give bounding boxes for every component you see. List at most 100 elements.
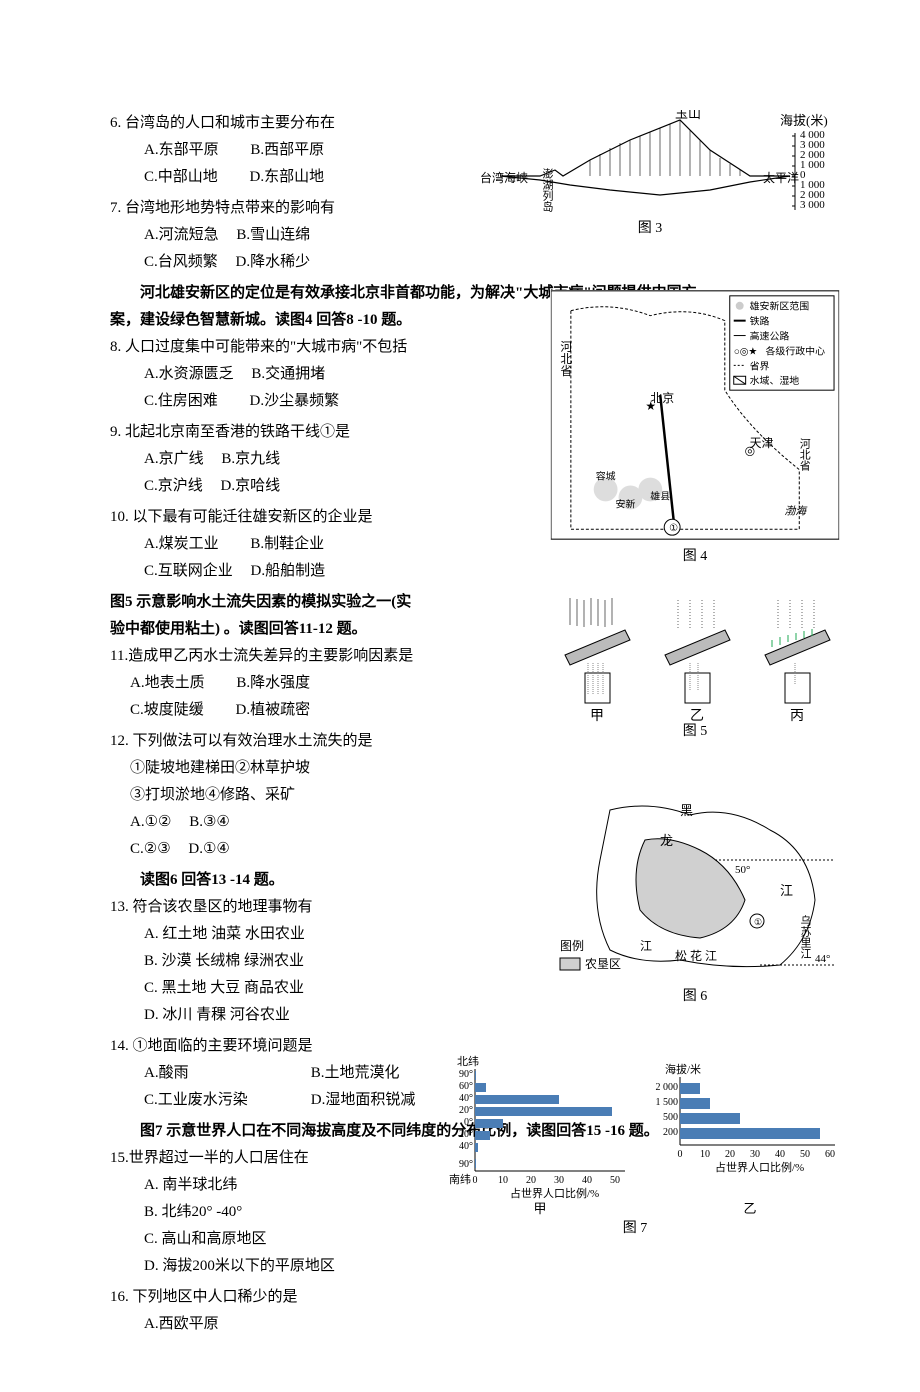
svg-text:30: 30 [750, 1149, 760, 1160]
svg-text:容城: 容城 [596, 470, 616, 483]
svg-text:3 000: 3 000 [800, 199, 825, 211]
svg-text:10: 10 [700, 1149, 710, 1160]
svg-text:50°: 50° [735, 864, 750, 876]
svg-text:500: 500 [663, 1112, 678, 1123]
svg-text:丙: 丙 [790, 709, 804, 724]
svg-text:30: 30 [554, 1175, 564, 1186]
svg-text:图 5: 图 5 [683, 724, 708, 739]
svg-text:40°: 40° [459, 1141, 473, 1152]
q12-num: 12. [110, 733, 129, 749]
q6-opt-b: B.西部平原 [250, 137, 324, 164]
q10-opt-a: A.煤炭工业 [144, 531, 219, 558]
svg-text:0: 0 [473, 1175, 478, 1186]
svg-text:90°: 90° [459, 1159, 473, 1170]
q14-stem: ①地面临的主要环境问题是 [133, 1038, 313, 1054]
q15-opt-d: D. 海拔200米以下的平原地区 [110, 1253, 450, 1280]
svg-text:图 3: 图 3 [638, 221, 663, 236]
q8-opt-c: C.住房困难 [144, 388, 218, 415]
question-15: 15.世界超过一半的人口居住在 A. 南半球北纬 B. 北纬20° -40° C… [110, 1145, 450, 1280]
q15-stem: 世界超过一半的人口居住在 [129, 1150, 309, 1166]
svg-text:占世界人口比例/%: 占世界人口比例/% [510, 1186, 599, 1200]
exam-page: 海拔(米) 4 0003 000 2 0001 000 01 000 2 000… [110, 110, 820, 1338]
q12-opt-a: A.①② [130, 809, 171, 836]
q6-opt-a: A.东部平原 [144, 137, 219, 164]
svg-text:高速公路: 高速公路 [750, 330, 790, 343]
svg-text:龙: 龙 [660, 833, 673, 848]
figure-3: 海拔(米) 4 0003 000 2 0001 000 01 000 2 000… [480, 110, 840, 240]
svg-text:图例: 图例 [560, 939, 584, 953]
question-11: 11.造成甲乙丙水士流失差异的主要影响因素是 A.地表土质 B.降水强度 C.坡… [110, 643, 510, 724]
question-9: 9. 北起北京南至香港的铁路干线①是 A.京广线 B.京九线 C.京沪线 D.京… [110, 419, 510, 500]
q7-opt-b: B.雪山连绵 [236, 222, 310, 249]
svg-text:玉山: 玉山 [675, 110, 701, 121]
q9-opt-b: B.京九线 [221, 446, 280, 473]
q7-opt-a: A.河流短急 [144, 222, 219, 249]
svg-text:40: 40 [582, 1175, 592, 1186]
fig7-altitude-chart: 海拔/米 2 0001 500 500200 01020 30405060 [656, 1062, 836, 1216]
svg-text:占世界人口比例/%: 占世界人口比例/% [715, 1160, 804, 1174]
q6-opt-c: C.中部山地 [144, 164, 218, 191]
q9-opt-a: A.京广线 [144, 446, 204, 473]
q12-sub1: ①陡坡地建梯田②林草护坡 [110, 755, 510, 782]
fig3-altitude-label: 海拔(米) [780, 113, 828, 128]
q10-opt-b: B.制鞋企业 [250, 531, 324, 558]
q10-opt-c: C.互联网企业 [144, 558, 233, 585]
svg-text:乌苏里江: 乌苏里江 [799, 914, 812, 959]
q6-opt-d: D.东部山地 [250, 164, 325, 191]
question-16: 16. 下列地区中人口稀少的是 A.西欧平原 [110, 1284, 450, 1338]
q7-opt-c: C.台风频繁 [144, 249, 218, 276]
question-6: 6. 台湾岛的人口和城市主要分布在 A.东部平原 B.西部平原 C.中部山地 D… [110, 110, 510, 191]
svg-text:0: 0 [678, 1149, 683, 1160]
question-14: 14. ①地面临的主要环境问题是 A.酸雨 B.土地荒漠化 C.工业废水污染 D… [110, 1033, 510, 1114]
q11-opt-c: C.坡度陡缓 [130, 697, 204, 724]
svg-text:44°: 44° [815, 953, 830, 965]
question-7: 7. 台湾地形地势特点带来的影响有 A.河流短急 B.雪山连绵 C.台风频繁 D… [110, 195, 510, 276]
q11-opt-b: B.降水强度 [236, 670, 310, 697]
q8-stem: 人口过度集中可能带来的"大城市病"不包括 [125, 339, 407, 355]
figure-5: 甲 乙 丙 图 5 [550, 590, 840, 740]
q13-opt-b: B. 沙漠 长绒棉 绿洲农业 [110, 948, 510, 975]
q13-opt-c: C. 黑土地 大豆 商品农业 [110, 975, 510, 1002]
svg-text:雄县: 雄县 [650, 489, 670, 502]
q9-stem: 北起北京南至香港的铁路干线①是 [125, 424, 350, 440]
q10-opt-d: D.船舶制造 [251, 558, 326, 585]
svg-text:河北省: 河北省 [798, 437, 810, 471]
svg-text:铁路: 铁路 [750, 315, 770, 328]
svg-text:200: 200 [663, 1127, 678, 1138]
q16-stem: 下列地区中人口稀少的是 [133, 1289, 298, 1305]
svg-text:各级行政中心: 各级行政中心 [766, 344, 826, 357]
q13-opt-a: A. 红土地 油菜 水田农业 [110, 921, 510, 948]
fig4-caption: 图 4 [550, 544, 840, 569]
svg-text:水域、湿地: 水域、湿地 [750, 374, 800, 387]
q15-num: 15. [110, 1150, 129, 1166]
svg-text:50: 50 [610, 1175, 620, 1186]
q14-opt-d: D.湿地面积锐减 [311, 1087, 416, 1114]
q11-stem: 造成甲乙丙水士流失差异的主要影响因素是 [128, 648, 413, 664]
svg-text:甲: 甲 [590, 709, 604, 724]
q10-num: 10. [110, 509, 129, 525]
svg-text:20: 20 [526, 1175, 536, 1186]
q9-opt-c: C.京沪线 [144, 473, 203, 500]
q8-opt-d: D.沙尘暴频繁 [250, 388, 340, 415]
svg-text:50: 50 [800, 1149, 810, 1160]
q8-opt-a: A.水资源匮乏 [144, 361, 234, 388]
figure-6: ① 黑 龙 江 江 松 花 江 乌苏里江 50° 44° 图例 农垦区 图 6 [550, 790, 840, 1010]
q15-opt-c: C. 高山和高原地区 [110, 1226, 450, 1253]
q12-opt-c: C.②③ [130, 836, 171, 863]
question-13: 13. 符合该农垦区的地理事物有 A. 红土地 油菜 水田农业 B. 沙漠 长绒… [110, 894, 510, 1029]
svg-text:乙: 乙 [690, 708, 704, 724]
svg-text:黑: 黑 [680, 803, 693, 818]
q14-opt-a: A.酸雨 [144, 1060, 279, 1087]
svg-text:20: 20 [725, 1149, 735, 1160]
q7-stem: 台湾地形地势特点带来的影响有 [125, 200, 335, 216]
svg-text:太平洋: 太平洋 [763, 170, 799, 185]
svg-text:○◎★: ○◎★ [734, 346, 758, 357]
q11-opt-d: D.植被疏密 [236, 697, 311, 724]
svg-text:20°: 20° [459, 1129, 473, 1140]
svg-text:海拔/米: 海拔/米 [665, 1062, 701, 1076]
q13-opt-d: D. 冰川 青稞 河谷农业 [110, 1002, 510, 1029]
svg-text:松 花 江: 松 花 江 [675, 948, 717, 963]
svg-text:0°: 0° [464, 1117, 473, 1128]
svg-text:图 7: 图 7 [623, 1221, 648, 1236]
q12-opt-d: D.①④ [188, 836, 229, 863]
